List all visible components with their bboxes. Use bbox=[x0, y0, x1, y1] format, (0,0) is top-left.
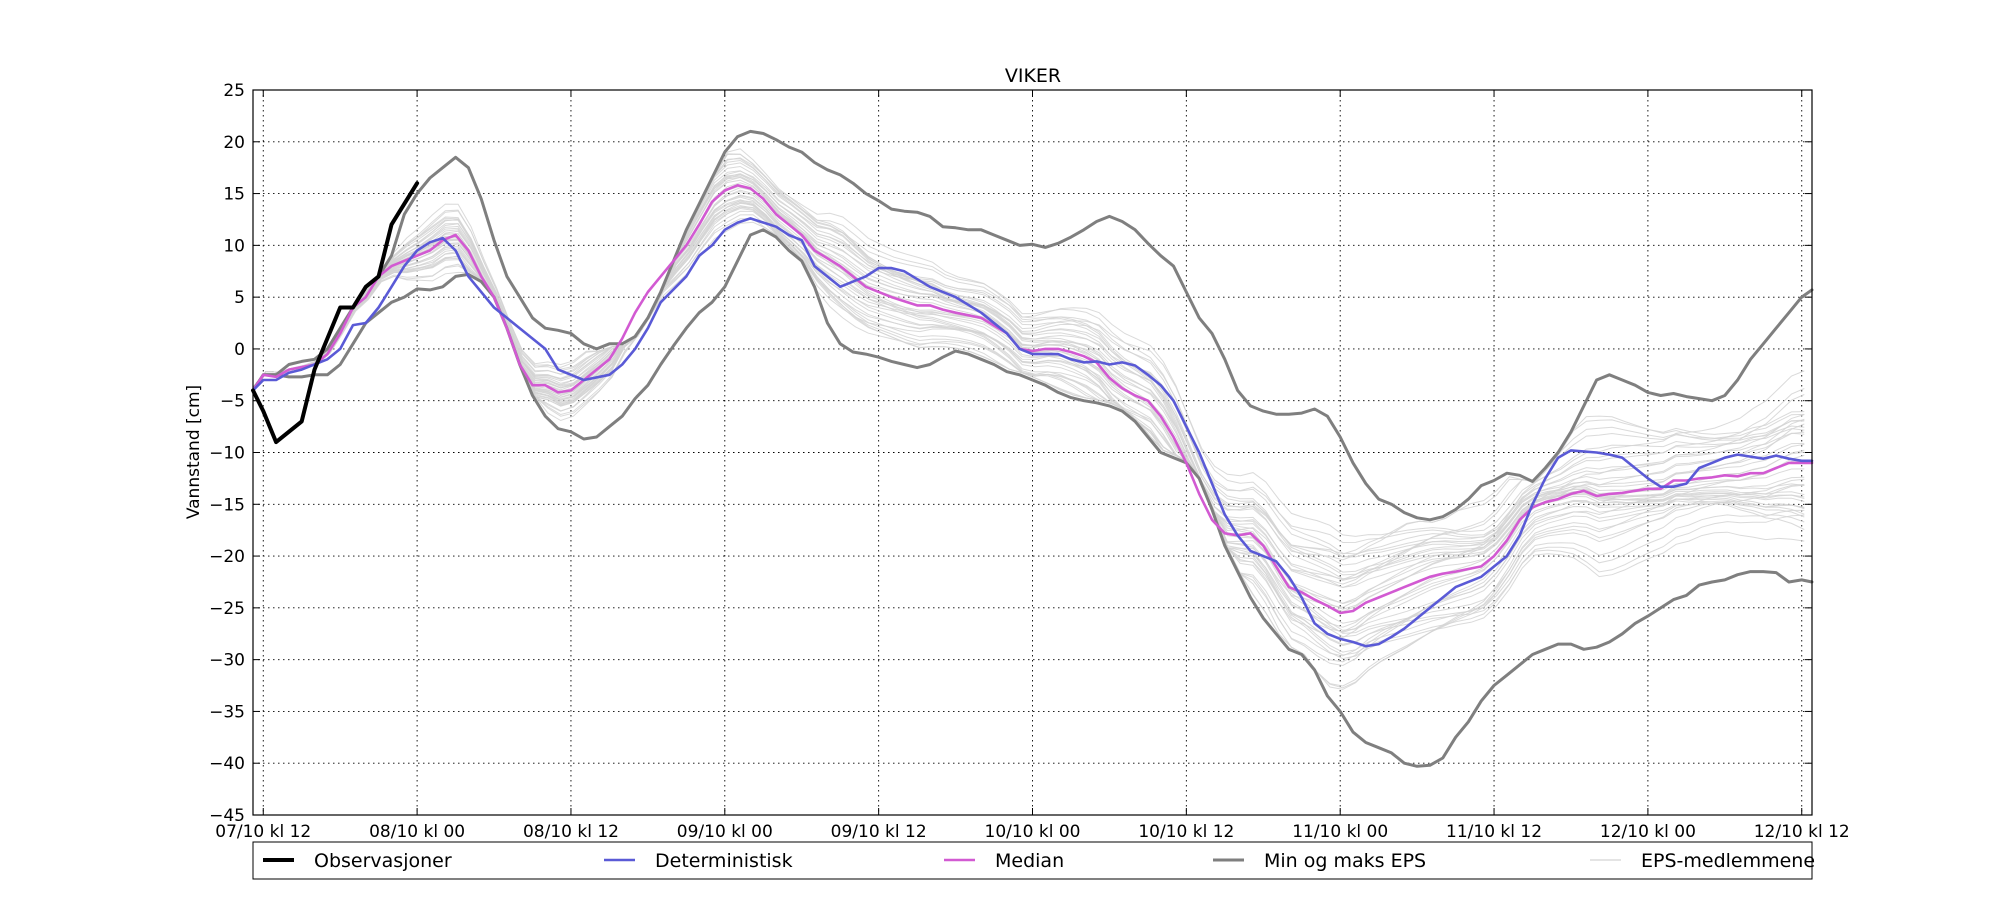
legend-label: Min og maks EPS bbox=[1264, 850, 1426, 872]
eps-member-line bbox=[252, 170, 1805, 555]
x-tick-label: 12/10 kl 12 bbox=[1754, 822, 1850, 842]
eps-member-line bbox=[252, 158, 1805, 585]
x-tick-label: 09/10 kl 00 bbox=[677, 822, 773, 842]
y-axis: 25 20 15 10 5 0 −5 −10 −15 −20 −25 −30 −35 −40 −45 bbox=[209, 81, 1812, 826]
chart-title: VIKER bbox=[1005, 65, 1061, 87]
median-line bbox=[251, 184, 1814, 615]
legend-label: Observasjoner bbox=[314, 850, 452, 872]
legend-label: EPS-medlemmene bbox=[1641, 850, 1815, 872]
y-tick-label: −35 bbox=[209, 702, 245, 722]
y-tick-label: −20 bbox=[209, 547, 245, 567]
y-tick-label: 0 bbox=[234, 340, 245, 360]
eps-member-line bbox=[252, 195, 1805, 589]
eps-member-line bbox=[252, 148, 1805, 537]
x-axis: 07/10 kl 12 08/10 kl 00 08/10 kl 12 09/10 k… bbox=[215, 90, 1850, 842]
eps-member-line bbox=[252, 182, 1805, 610]
x-tick-label: 08/10 kl 00 bbox=[369, 822, 465, 842]
eps-member-line bbox=[252, 185, 1805, 633]
x-tick-label: 08/10 kl 12 bbox=[523, 822, 619, 842]
x-tick-label: 07/10 kl 12 bbox=[215, 822, 311, 842]
eps-members-group bbox=[252, 148, 1805, 690]
y-tick-label: −15 bbox=[209, 495, 245, 515]
eps-member-line bbox=[252, 187, 1805, 608]
observasjoner-line bbox=[251, 181, 420, 445]
y-tick-label: 5 bbox=[234, 288, 245, 308]
legend-box bbox=[252, 841, 1813, 880]
x-tick-label: 12/10 kl 00 bbox=[1600, 822, 1696, 842]
y-tick-label: 10 bbox=[223, 236, 245, 256]
y-tick-label: −5 bbox=[220, 392, 245, 412]
legend-label: Median bbox=[995, 850, 1064, 872]
deterministisk-line bbox=[251, 217, 1814, 648]
series-group bbox=[251, 129, 1814, 768]
x-tick-label: 09/10 kl 12 bbox=[831, 822, 927, 842]
eps-member-line bbox=[252, 162, 1805, 558]
legend-label: Deterministisk bbox=[655, 850, 793, 872]
y-axis-label: Vannstand [cm] bbox=[184, 385, 204, 519]
eps-member-line bbox=[252, 189, 1805, 647]
legend: Observasjoner Deterministisk Median Min og … bbox=[252, 841, 1815, 880]
eps-member-line bbox=[252, 173, 1805, 558]
y-tick-label: −10 bbox=[209, 444, 245, 464]
x-tick-label: 11/10 kl 00 bbox=[1292, 822, 1388, 842]
eps-member-line bbox=[252, 191, 1805, 624]
eps-member-line bbox=[252, 205, 1805, 628]
eps-member-line bbox=[252, 159, 1805, 573]
y-tick-label: −25 bbox=[209, 599, 245, 619]
max-eps-line bbox=[251, 129, 1814, 522]
y-tick-label: 15 bbox=[223, 185, 245, 205]
grid bbox=[253, 90, 1812, 815]
y-tick-label: −40 bbox=[209, 754, 245, 774]
eps-member-line bbox=[252, 202, 1805, 645]
x-tick-label: 11/10 kl 12 bbox=[1446, 822, 1542, 842]
x-tick-label: 10/10 kl 00 bbox=[985, 822, 1081, 842]
x-tick-label: 10/10 kl 12 bbox=[1138, 822, 1234, 842]
y-tick-label: −45 bbox=[209, 806, 245, 826]
y-tick-label: 20 bbox=[223, 133, 245, 153]
y-tick-label: 25 bbox=[223, 81, 245, 101]
eps-member-line bbox=[252, 157, 1805, 561]
eps-member-line bbox=[252, 165, 1805, 612]
y-tick-label: −30 bbox=[209, 651, 245, 671]
